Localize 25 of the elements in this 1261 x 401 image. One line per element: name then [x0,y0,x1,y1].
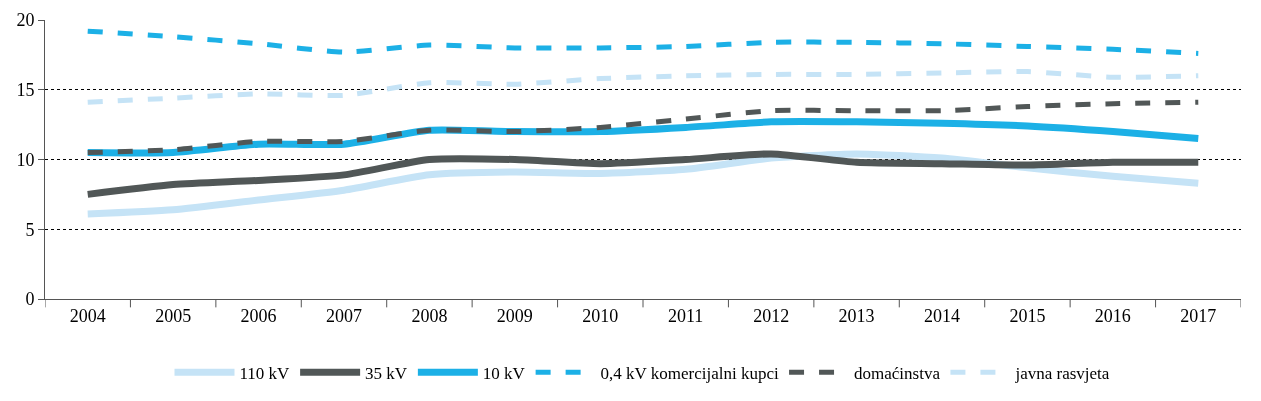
y-tick-label: 20 [16,10,35,31]
x-tick-label: 2012 [753,305,790,326]
x-tick-label: 2011 [668,305,704,326]
y-tick-label: 5 [25,219,35,240]
x-tick-label: 2014 [924,305,960,326]
legend-label: 35 kV [365,363,408,383]
x-tick-label: 2015 [1009,305,1046,326]
legend-label: 10 kV [482,363,526,383]
x-tick-label: 2008 [411,305,448,326]
x-tick-label: 2017 [1180,305,1217,326]
x-tick-label: 2007 [326,305,362,326]
x-tick-label: 2009 [496,305,533,326]
x-tick-label: 2004 [69,305,106,326]
x-tick-label: 2005 [155,305,192,326]
x-tick-label: 2016 [1094,305,1131,326]
y-tick-label: 10 [16,149,35,170]
x-tick-label: 2013 [838,305,875,326]
legend-label: 0,4 kV komercijalni kupci [600,363,780,383]
y-tick-label: 0 [25,289,35,310]
x-tick-label: 2006 [240,305,277,326]
legend-label: 110 kV [239,363,291,383]
legend-label: domaćinstva [854,363,941,383]
x-tick-label: 2010 [582,305,619,326]
y-tick-label: 15 [16,80,35,101]
legend-label: javna rasvjeta [1014,363,1110,383]
